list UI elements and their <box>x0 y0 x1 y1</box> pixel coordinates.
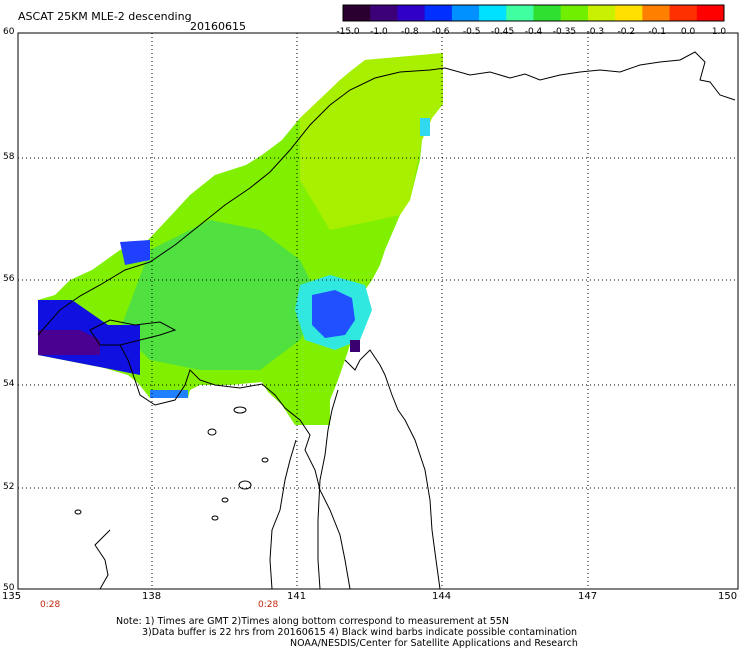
colorbar-tick-label: 1.0 <box>711 27 727 37</box>
coastline-okhotsk-north <box>37 51 736 336</box>
colorbar-segment <box>451 5 480 21</box>
colorbar-tick-label: -0.35 <box>552 27 577 37</box>
swath-blue-edge <box>120 240 150 265</box>
colorbar-tick-label: -0.4 <box>524 27 543 37</box>
latitude-label: 56 <box>3 274 15 284</box>
longitude-label: 135 <box>2 591 22 602</box>
colorbar-segment <box>397 5 426 21</box>
longitude-label: 144 <box>432 591 452 602</box>
colorbar-segment <box>669 5 698 21</box>
map-date: 20160615 <box>190 20 246 33</box>
swath-cyan-edge <box>150 390 188 398</box>
note-line-1: Note: 1) Times are GMT 2)Times along bot… <box>116 616 509 627</box>
colorbar-border <box>342 4 725 22</box>
coastline-sakhalin-west <box>317 389 339 590</box>
longitude-label: 138 <box>142 591 162 602</box>
colorbar-segment <box>343 5 371 21</box>
colorbar-segment <box>696 5 725 21</box>
swath-purple-west <box>38 330 100 355</box>
colorbar-tick-label: -0.45 <box>490 27 515 37</box>
latitude-label: 52 <box>3 482 15 492</box>
time-label-left: 0:28 <box>40 600 61 610</box>
latitude-label: 54 <box>3 379 15 389</box>
time-label-center: 0:28 <box>258 600 279 610</box>
colorbar <box>342 4 725 22</box>
colorbar-segment <box>560 5 589 21</box>
latitude-label: 50 <box>3 583 15 593</box>
note-line-2: 3)Data buffer is 22 hrs from 20160615 4)… <box>142 627 578 638</box>
islands <box>74 406 269 521</box>
colorbar-segment <box>587 5 616 21</box>
note-line-3: NOAA/NESDIS/Center for Satellite Applica… <box>290 638 578 649</box>
coastline <box>37 51 736 590</box>
colorbar-segment <box>506 5 534 21</box>
colorbar-tick-label: -1.0 <box>370 27 388 37</box>
swath-green-area <box>120 220 320 370</box>
map-frame <box>17 32 739 590</box>
colorbar-segment <box>642 5 671 21</box>
swath-cyan-pixel <box>420 118 430 136</box>
map-title: ASCAT 25KM MLE-2 descending <box>18 10 192 23</box>
graticule <box>18 33 738 589</box>
longitude-label: 141 <box>287 591 307 602</box>
longitude-label: 150 <box>718 591 738 602</box>
swath-purple-pixel <box>350 340 360 352</box>
coastline-mainland <box>269 439 297 590</box>
colorbar-tick-label: -0.1 <box>648 27 666 37</box>
swath-lightgreen-band <box>300 53 443 230</box>
colorbar-tick-label: -0.5 <box>462 27 481 37</box>
colorbar-tick-label: 0.0 <box>680 27 696 37</box>
colorbar-segment <box>479 5 507 21</box>
coastline-shantar <box>89 319 177 346</box>
colorbar-tick-label: -0.2 <box>617 27 636 37</box>
longitude-label: 147 <box>578 591 598 602</box>
colorbar-segment <box>533 5 562 21</box>
latitude-label: 58 <box>3 152 15 162</box>
colorbar-tick-label: -15.0 <box>336 27 360 37</box>
colorbar-tick-label: -0.8 <box>401 27 419 37</box>
colorbar-segment <box>424 5 453 21</box>
coastline-amur-bay <box>119 344 351 590</box>
coastline-southwest <box>94 529 111 590</box>
wind-swath <box>38 53 443 425</box>
coastline-sakhalin <box>344 349 441 590</box>
swath-blue-core <box>312 290 355 338</box>
colorbar-segment <box>615 5 643 21</box>
colorbar-tick-label: -0.3 <box>586 27 605 37</box>
latitude-label: 60 <box>3 27 15 37</box>
colorbar-tick-label: -0.6 <box>431 27 450 37</box>
colorbar-segment <box>370 5 398 21</box>
